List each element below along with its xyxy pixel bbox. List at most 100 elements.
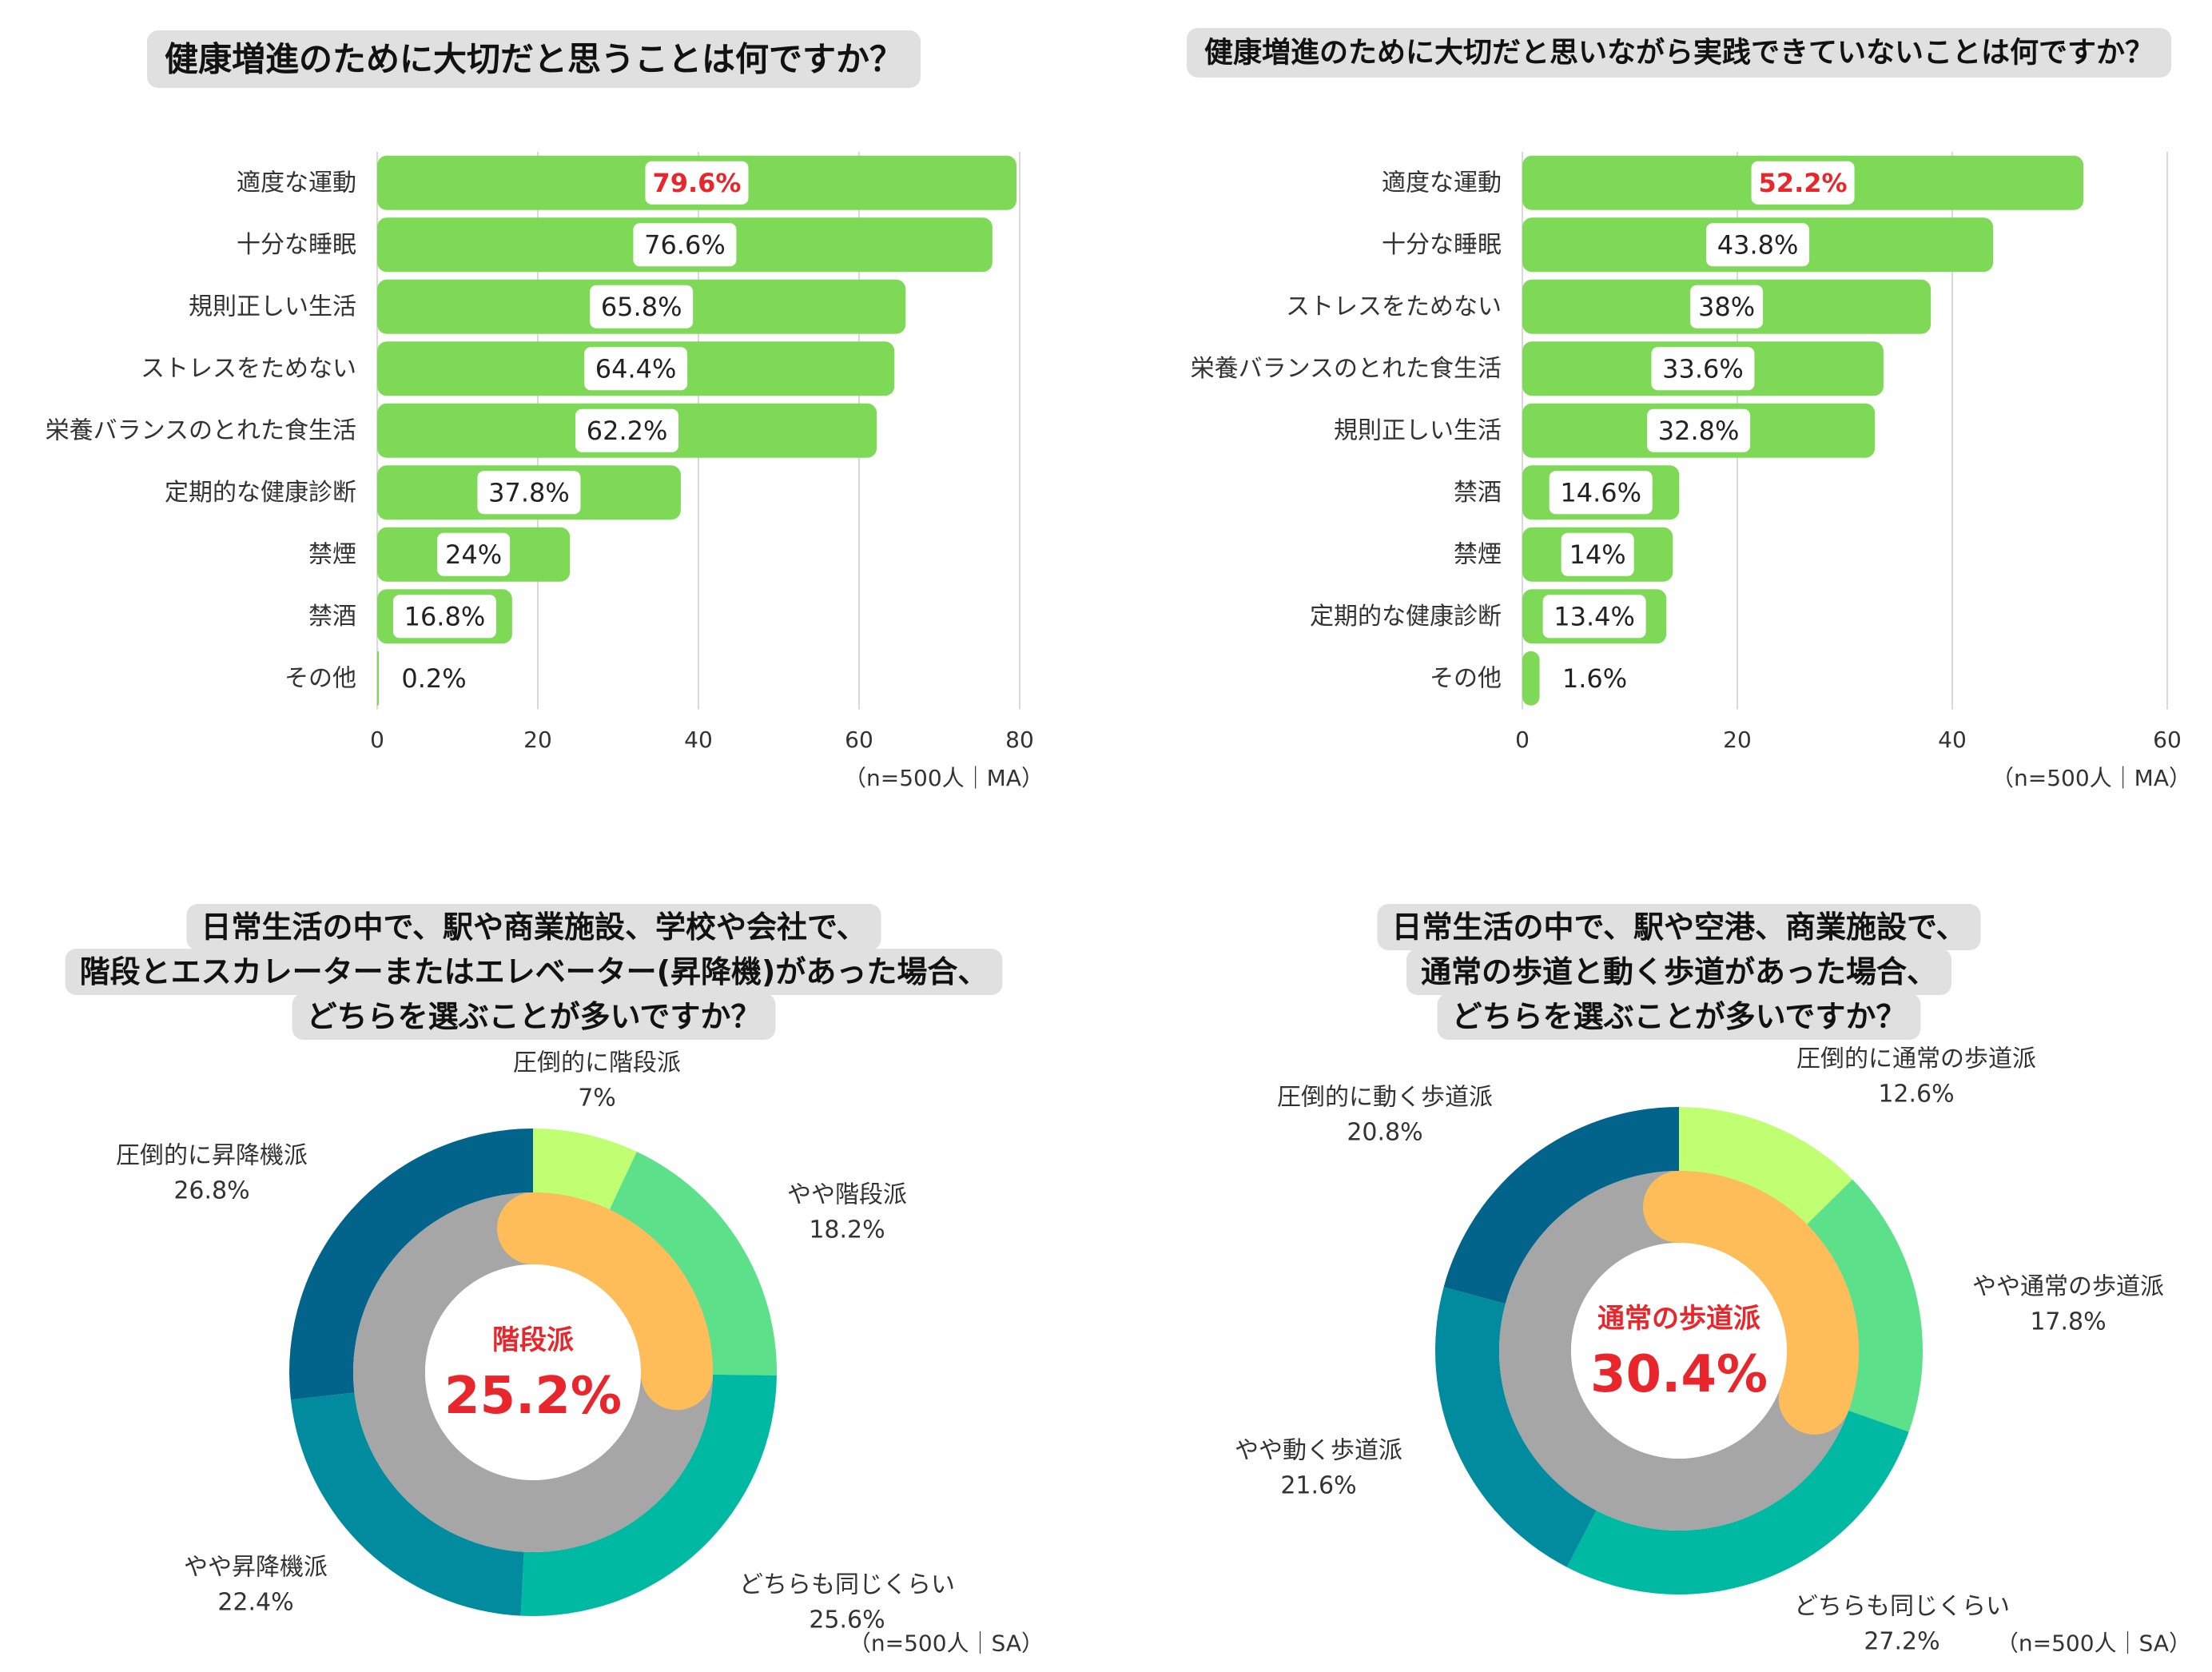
- data-label: 79.6%: [652, 168, 741, 198]
- data-label-bg: [1542, 595, 1646, 639]
- chart-title-line-bg: [65, 949, 1003, 995]
- x-tick-label: 0: [1515, 727, 1530, 753]
- donut-slice: [1566, 1410, 1909, 1594]
- slice-name: やや階段派: [787, 1181, 907, 1209]
- category-label: 禁煙: [308, 540, 356, 568]
- slice-value: 21.6%: [1280, 1472, 1356, 1500]
- slice-value: 17.8%: [2030, 1308, 2106, 1336]
- chart-title-line: 日常生活の中で、駅や空港、商業施設で、: [1392, 910, 1967, 945]
- donut-chart-1: 日常生活の中で、駅や商業施設、学校や会社で、階段とエスカレーターまたはエレベータ…: [65, 904, 1044, 1657]
- chart-title-line-bg: [186, 904, 881, 950]
- slice-name: 圧倒的に通常の歩道派: [1796, 1045, 2036, 1073]
- donut-slice: [533, 1129, 637, 1210]
- bar: [377, 651, 380, 706]
- donut-slice: [1807, 1179, 1923, 1432]
- data-label-bg: [1549, 471, 1653, 515]
- slice-name: 圧倒的に動く歩道派: [1277, 1084, 1493, 1112]
- donut-slice: [1679, 1107, 1853, 1224]
- data-label: 32.8%: [1658, 416, 1740, 446]
- x-tick-label: 40: [1938, 727, 1967, 753]
- data-label: 64.4%: [595, 353, 677, 384]
- donut-slice: [290, 1392, 524, 1616]
- bar-chart-2: 健康増進のために大切だと思いながら実践できていないことは何ですか？ 0 20 40 60…: [1186, 28, 2191, 791]
- donut-chart-2: 日常生活の中で、駅や空港、商業施設で、通常の歩道と動く歩道があった場合、どちらを…: [1235, 904, 2191, 1657]
- data-label: 1.6%: [1562, 663, 1627, 694]
- chart-title-bg: [1186, 28, 2172, 78]
- chart-title-line-bg: [1406, 949, 1952, 995]
- category-label: 栄養バランスのとれた食生活: [1191, 355, 1502, 383]
- slice-value: 18.2%: [809, 1216, 885, 1244]
- slice-name: やや動く歩道派: [1235, 1437, 1402, 1465]
- category-label: 十分な睡眠: [1382, 231, 1502, 259]
- data-label: 14%: [1569, 539, 1626, 570]
- category-label: 十分な睡眠: [237, 231, 356, 259]
- center-value: 25.2%: [444, 1367, 622, 1426]
- slice-name: 圧倒的に階段派: [513, 1049, 681, 1077]
- data-label-bg: [575, 408, 679, 452]
- data-label: 76.6%: [644, 229, 726, 260]
- slice-value: 26.8%: [173, 1177, 249, 1205]
- chart-title-line: 日常生活の中で、駅や商業施設、学校や会社で、: [201, 910, 867, 945]
- chart-title-line: どちらを選ぶことが多いですか？: [307, 999, 762, 1034]
- x-tick-label: 60: [845, 727, 873, 753]
- category-label: 適度な運動: [1382, 169, 1502, 197]
- x-tick-label: 0: [370, 727, 384, 753]
- center-label: 階段派: [492, 1324, 574, 1356]
- donut-slice: [520, 1374, 777, 1616]
- slice-value: 20.8%: [1347, 1119, 1422, 1147]
- category-label: その他: [284, 664, 356, 692]
- chart-title-group: 健康増進のために大切だと思うことは何ですか？: [146, 30, 921, 88]
- category-label: 禁酒: [1454, 479, 1502, 507]
- data-label: 37.8%: [488, 477, 570, 508]
- slice-name: どちらも同じくらい: [1794, 1593, 2010, 1621]
- sample-note: （n=500人｜MA）: [844, 765, 1044, 791]
- donut-slice: [609, 1152, 777, 1375]
- donut-slice: [289, 1129, 533, 1400]
- category-label: 規則正しい生活: [189, 293, 356, 320]
- donut-hole: [1571, 1243, 1787, 1459]
- data-label-bg: [1690, 285, 1764, 328]
- data-label-bg: [437, 532, 511, 576]
- donut-hole: [425, 1264, 641, 1480]
- chart-title-line-group: 通常の歩道と動く歩道があった場合、: [1406, 949, 1952, 995]
- x-tick-label: 20: [523, 727, 552, 753]
- category-label: 栄養バランスのとれた食生活: [46, 416, 356, 444]
- chart-title-line-group: 日常生活の中で、駅や商業施設、学校や会社で、: [186, 904, 881, 950]
- data-label: 0.2%: [401, 663, 466, 694]
- inner-ring-value: [1643, 1171, 1859, 1435]
- slice-name: やや昇降機派: [184, 1554, 328, 1582]
- slice-name: どちらも同じくらい: [739, 1571, 955, 1599]
- category-label: 禁煙: [1454, 540, 1502, 568]
- chart-title-line: 階段とエスカレーターまたはエレベーター(昇降機)があった場合、: [80, 954, 989, 989]
- data-label-bg: [1706, 223, 1810, 267]
- slice-name: やや通常の歩道派: [1972, 1273, 2164, 1301]
- chart-title-line: 通常の歩道と動く歩道があった場合、: [1421, 954, 1937, 989]
- chart-title: 健康増進のために大切だと思いながら実践できていないことは何ですか？: [1204, 36, 2154, 70]
- x-tick-label: 60: [2153, 727, 2182, 753]
- chart-title-line-bg: [1377, 904, 1981, 950]
- chart-title-group: 健康増進のために大切だと思いながら実践できていないことは何ですか？: [1186, 28, 2172, 78]
- chart-title: 健康増進のために大切だと思うことは何ですか？: [165, 40, 903, 79]
- slice-value: 12.6%: [1878, 1081, 1954, 1109]
- data-label: 13.4%: [1554, 601, 1635, 631]
- data-label-bg: [1651, 347, 1755, 391]
- chart-title-line-group: 日常生活の中で、駅や空港、商業施設で、: [1377, 904, 1981, 950]
- inner-ring-value: [497, 1192, 713, 1411]
- data-label-bg: [590, 285, 694, 328]
- data-label: 16.8%: [404, 601, 486, 631]
- chart-title-line-group: どちらを選ぶことが多いですか？: [1437, 993, 1921, 1040]
- sample-note: （n=500人｜MA）: [1991, 765, 2191, 791]
- bar: [1522, 651, 1540, 706]
- data-label-bg: [477, 471, 581, 515]
- center-value: 30.4%: [1590, 1345, 1768, 1404]
- category-label: ストレスをためない: [141, 355, 356, 383]
- chart-title-line-bg: [292, 993, 776, 1040]
- chart-title-bg: [146, 30, 921, 88]
- slice-value: 27.2%: [1864, 1628, 1939, 1656]
- chart-title-line-bg: [1437, 993, 1921, 1040]
- center-label: 通常の歩道派: [1597, 1303, 1760, 1335]
- donut-slice: [1443, 1107, 1679, 1304]
- data-label-bg: [633, 223, 737, 267]
- category-label: 定期的な健康診断: [1310, 603, 1502, 631]
